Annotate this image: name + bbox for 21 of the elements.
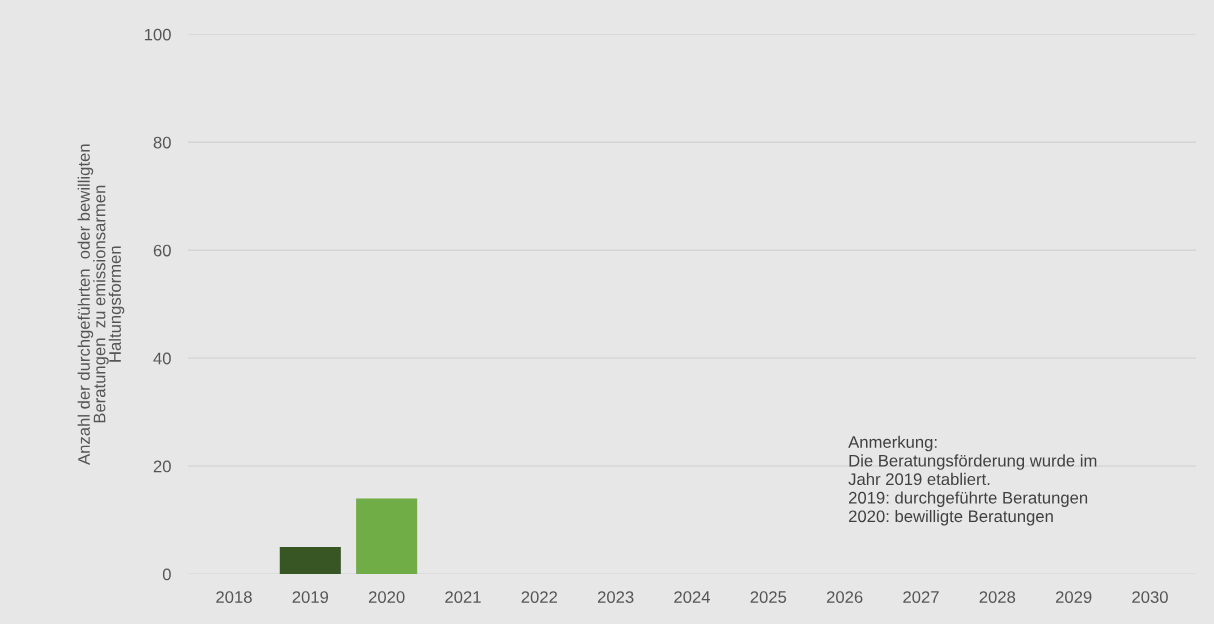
- x-tick-label: 2023: [597, 591, 634, 603]
- y-tick-label: 40: [153, 352, 171, 365]
- x-tick-label: 2018: [216, 591, 252, 603]
- y-tick-label: 20: [153, 460, 171, 473]
- y-tick-label: 100: [144, 28, 171, 41]
- x-tick-label: 2019: [292, 591, 329, 603]
- y-tick-label: 60: [153, 244, 171, 257]
- x-tick-label: 2024: [674, 591, 711, 603]
- x-tick-label: 2025: [750, 591, 787, 603]
- x-tick-label: 2026: [826, 591, 863, 603]
- y-axis-title: Anzahl der durchgeführten oder bewilligten Beratungen zu emissionsarmen Haltungsformen: [77, 144, 125, 465]
- y-tick-label: 0: [162, 568, 171, 581]
- x-tick-label: 2028: [979, 591, 1016, 603]
- x-tick-label: 2022: [521, 591, 558, 603]
- x-tick-label: 2020: [368, 591, 405, 603]
- x-tick-label: 2029: [1055, 591, 1092, 603]
- y-tick-label: 80: [153, 136, 171, 149]
- annotation: Anmerkung: Die Beratungsförderung wurde im Jahr 2019 etabliert. 2019: durchgeführte Beratungen 2020: bewilligte Beratungen: [848, 435, 1097, 526]
- x-tick-label: 2027: [903, 591, 939, 603]
- x-tick-label: 2030: [1132, 591, 1168, 603]
- x-tick-label: 2021: [445, 591, 481, 603]
